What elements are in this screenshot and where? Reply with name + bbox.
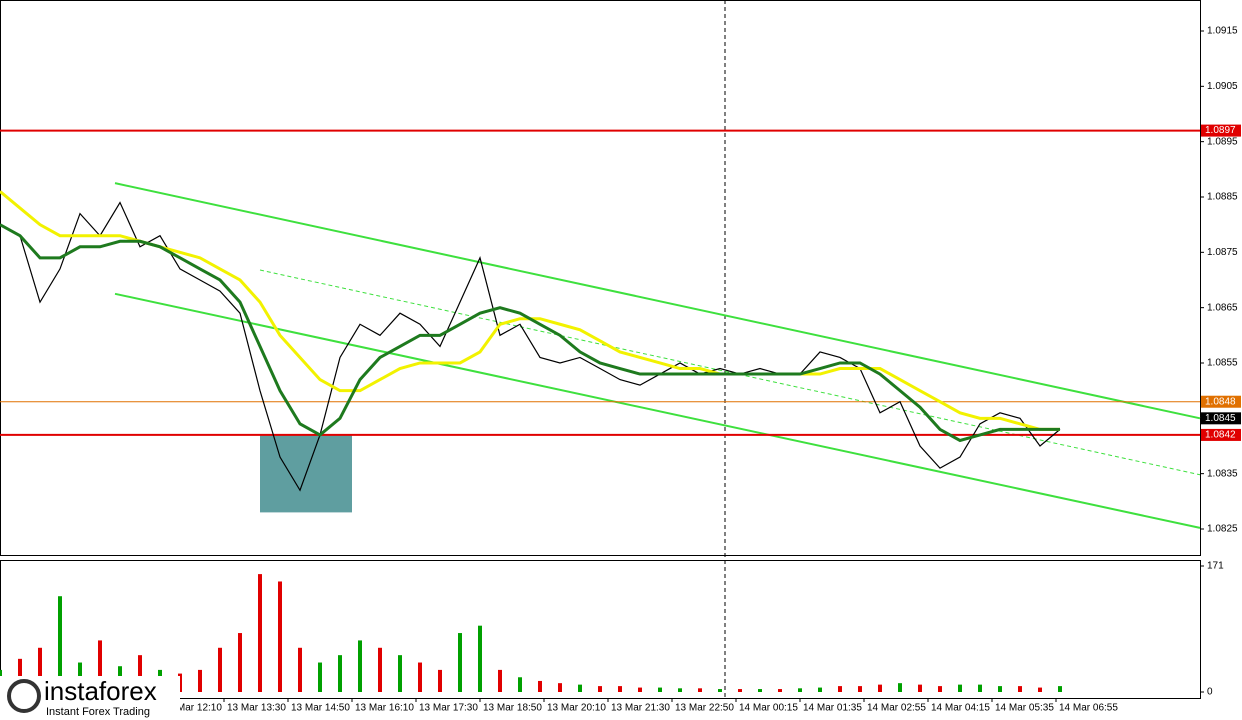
x-tick-label: 14 Mar 02:55 (867, 703, 926, 714)
x-tick-label: 14 Mar 06:55 (1059, 703, 1118, 714)
logo: instaforex Instant Forex Trading (0, 676, 180, 720)
volume-bar (258, 574, 262, 692)
volume-bar (598, 686, 602, 692)
volume-bar (618, 686, 622, 692)
volume-bar (938, 686, 942, 692)
x-tick-label: 14 Mar 04:15 (931, 703, 990, 714)
x-tick-label: 14 Mar 05:35 (995, 703, 1054, 714)
volume-bar (1038, 687, 1042, 692)
channel-line (259, 269, 1201, 476)
level-label-box (1201, 428, 1241, 441)
level-label: 1.0848 (1205, 396, 1236, 407)
x-tick-label: 13 Mar 16:10 (355, 703, 414, 714)
volume-bar (58, 596, 62, 692)
volume-bar (738, 689, 742, 692)
x-tick-label: 13 Mar 14:50 (291, 703, 350, 714)
volume-bar (18, 658, 22, 692)
volume-bar (458, 633, 462, 692)
volume-bar (958, 684, 962, 692)
volume-bar (658, 687, 662, 692)
volume-bar (98, 640, 102, 692)
channel-line (114, 292, 1201, 529)
level-label-box (1201, 395, 1241, 408)
volume-bar (338, 655, 342, 692)
x-tick-label: 13 Mar 20:10 (547, 703, 606, 714)
volume-bar (318, 662, 322, 692)
x-tick-label: 13 Mar 17:30 (419, 703, 478, 714)
logo-tagline: Instant Forex Trading (46, 706, 150, 718)
level-label-box (1201, 124, 1241, 137)
level-label: 1.0842 (1205, 430, 1236, 441)
y-tick-label: 1.0895 (1207, 136, 1238, 147)
volume-bar (678, 688, 682, 692)
x-tick-label: 13 Mar 21:30 (611, 703, 670, 714)
volume-bar (218, 647, 222, 692)
x-tick-label: 13 Mar 12:10 (163, 703, 222, 714)
volume-panel-border (0, 560, 1201, 699)
volume-bar (298, 647, 302, 692)
volume-bar (638, 687, 642, 692)
y-tick-label: 1.0905 (1207, 81, 1238, 92)
volume-bar (758, 689, 762, 692)
volume-bar (38, 647, 42, 692)
level-label: 1.0845 (1205, 413, 1236, 424)
volume-bar (838, 686, 842, 692)
logo-name: instaforex (44, 676, 157, 706)
volume-bar (518, 677, 522, 692)
volume-bar (398, 655, 402, 692)
x-tick-label: 13 Mar 22:50 (675, 703, 734, 714)
volume-bar (878, 684, 882, 692)
volume-bar (358, 640, 362, 692)
volume-bar (478, 625, 482, 692)
volume-bar (858, 686, 862, 692)
volume-bar (198, 669, 202, 692)
y-tick-label: 1.0915 (1207, 26, 1238, 37)
price-panel-border (0, 0, 1201, 556)
volume-bar (578, 684, 582, 692)
level-label: 1.0897 (1205, 125, 1236, 136)
volume-bar (418, 662, 422, 692)
volume-bar (798, 688, 802, 692)
y-tick-label: 1.0885 (1207, 192, 1238, 203)
logo-icon (7, 679, 41, 713)
y-tick-label: 1.0855 (1207, 358, 1238, 369)
y-tick-label: 1.0825 (1207, 524, 1238, 535)
price-line (0, 201, 1061, 492)
y-tick-label: 1.0875 (1207, 247, 1238, 258)
moving-average (0, 223, 1060, 443)
volume-bar (538, 680, 542, 692)
volume-bar (698, 688, 702, 692)
volume-bar (1018, 686, 1022, 692)
x-tick-label: 13 Mar 18:50 (483, 703, 542, 714)
volume-bar (778, 689, 782, 692)
y-tick-label: 1.0865 (1207, 302, 1238, 313)
volume-bar (1058, 686, 1062, 692)
volume-bar (718, 689, 722, 692)
volume-bar (978, 684, 982, 692)
volume-bar (278, 581, 282, 692)
x-tick-label: 14 Mar 00:15 (739, 703, 798, 714)
channel-line (114, 182, 1201, 420)
y-tick-label: 1.0835 (1207, 468, 1238, 479)
volume-bar (498, 669, 502, 692)
volume-bar (898, 683, 902, 692)
volume-bar (558, 683, 562, 692)
volume-bar (238, 633, 242, 692)
volume-tick-label: 171 (1207, 561, 1224, 572)
level-label-box (1201, 412, 1241, 425)
volume-bar (438, 669, 442, 692)
x-tick-label: 13 Mar 13:30 (227, 703, 286, 714)
volume-tick-label: 0 (1207, 687, 1213, 698)
volume-bar (138, 655, 142, 692)
x-tick-label: 14 Mar 01:35 (803, 703, 862, 714)
volume-bar (998, 686, 1002, 692)
volume-bar (918, 684, 922, 692)
volume-bar (378, 647, 382, 692)
volume-bar (818, 687, 822, 692)
